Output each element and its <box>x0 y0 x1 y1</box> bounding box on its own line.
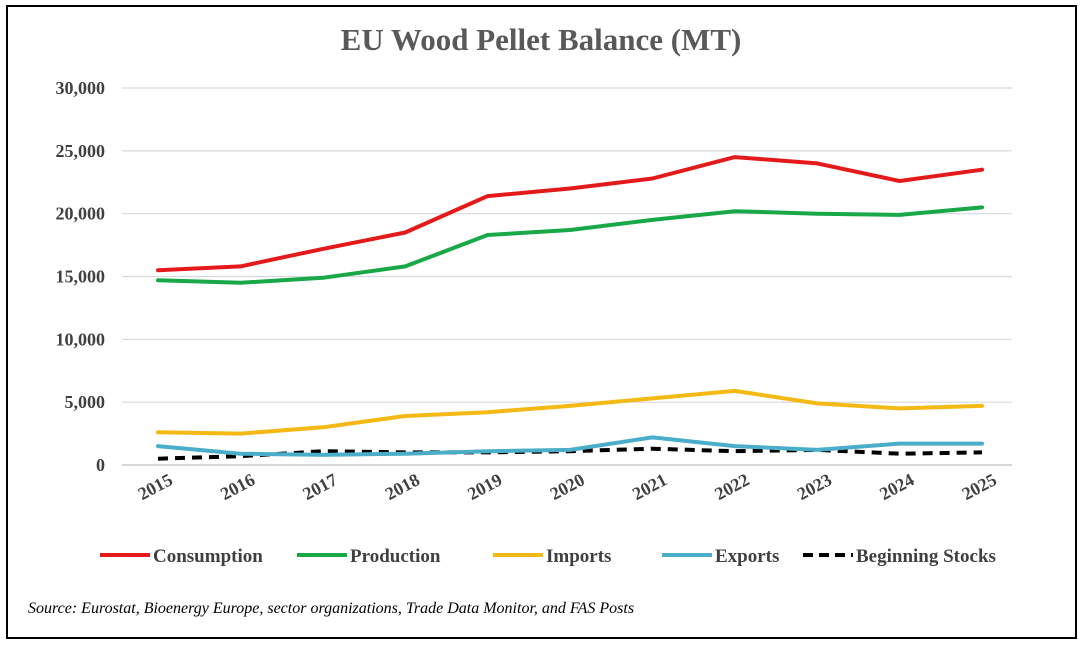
series-lines <box>156 155 984 461</box>
y-tick-label: 20,000 <box>56 204 106 224</box>
legend-label-exports: Exports <box>715 546 779 567</box>
source-note: Source: Eurostat, Bioenergy Europe, sect… <box>28 600 634 617</box>
chart-title: EU Wood Pellet Balance (MT) <box>341 22 742 57</box>
x-tick-label: 2017 <box>299 469 340 504</box>
x-axis-ticks: 2015 2016 2017 2018 2019 2020 2021 2022 2023 2024… <box>135 469 1000 504</box>
series-line-exports <box>156 435 984 457</box>
gridlines <box>122 87 1012 466</box>
series-line-production <box>156 205 984 285</box>
y-tick-label: 10,000 <box>56 329 106 349</box>
x-tick-label: 2019 <box>464 469 505 504</box>
x-tick-label: 2023 <box>794 469 835 504</box>
x-tick-label: 2016 <box>217 469 258 504</box>
legend: Consumption Production Imports Exports Begin… <box>100 546 996 567</box>
x-tick-label: 2015 <box>135 469 176 504</box>
series-line-consumption <box>156 155 984 273</box>
series-line-imports <box>156 388 984 436</box>
legend-label-imports: Imports <box>546 546 611 567</box>
y-tick-label: 25,000 <box>56 141 106 161</box>
x-tick-label: 2024 <box>876 469 917 504</box>
y-axis-ticks: 0 5,000 10,000 15,000 20,000 25,000 30,000 <box>56 78 106 475</box>
x-tick-label: 2020 <box>547 469 588 504</box>
x-tick-label: 2018 <box>382 469 423 504</box>
x-tick-label: 2025 <box>959 469 1000 504</box>
legend-label-consumption: Consumption <box>153 546 263 567</box>
legend-label-beginning-stocks: Beginning Stocks <box>856 546 996 567</box>
legend-label-production: Production <box>350 546 441 567</box>
x-tick-label: 2021 <box>629 469 670 504</box>
y-tick-label: 15,000 <box>56 267 106 287</box>
chart-frame <box>6 5 1077 639</box>
y-tick-label: 5,000 <box>65 392 106 412</box>
x-tick-label: 2022 <box>711 469 752 504</box>
y-tick-label: 30,000 <box>56 78 106 98</box>
y-tick-label: 0 <box>96 455 105 475</box>
